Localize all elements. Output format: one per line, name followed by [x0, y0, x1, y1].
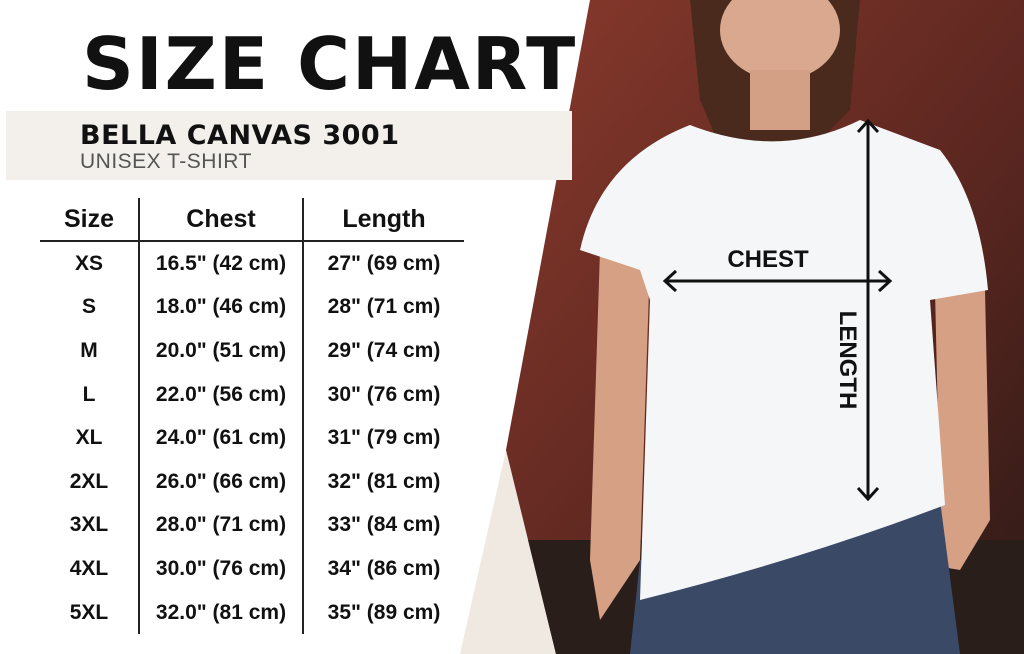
cell-chest: 24.0" (61 cm)	[139, 416, 304, 460]
size-table: Size Chest Length XS 16.5" (42 cm) 27" (69…	[40, 198, 464, 635]
chest-label: CHEST	[727, 246, 809, 273]
cell-size: S	[40, 285, 140, 330]
cell-size: L	[40, 372, 140, 417]
cell-length: 34" (86 cm)	[327, 556, 441, 580]
cell-length: 35" (89 cm)	[327, 600, 441, 624]
product-subtitle: UNISEX T-SHIRT	[80, 150, 252, 173]
cell-length: 32" (81 cm)	[327, 469, 441, 493]
cell-size: XL	[40, 416, 140, 460]
table-row: S 18.0" (46 cm) 28" (71 cm)	[40, 285, 464, 330]
table-row: 4XL 30.0" (76 cm) 34" (86 cm)	[40, 547, 464, 591]
table-row: XS 16.5" (42 cm) 27" (69 cm)	[40, 241, 464, 286]
table-row: 2XL 26.0" (66 cm) 32" (81 cm)	[40, 459, 464, 504]
cell-size: 3XL	[40, 503, 140, 548]
cell-chest: 16.5" (42 cm)	[139, 241, 304, 286]
jeans	[630, 500, 960, 654]
cell-length: 28" (71 cm)	[327, 295, 441, 319]
cell-size: 2XL	[40, 459, 140, 504]
length-arrow-icon	[856, 118, 880, 502]
cell-size: XS	[40, 241, 140, 286]
table-row: 3XL 28.0" (71 cm) 33" (84 cm)	[40, 503, 464, 548]
cell-chest: 18.0" (46 cm)	[139, 285, 304, 330]
length-label: LENGTH	[834, 311, 861, 410]
cell-chest: 32.0" (81 cm)	[139, 590, 304, 635]
face	[720, 0, 840, 80]
beige-corner	[460, 450, 556, 654]
cell-chest: 28.0" (71 cm)	[139, 503, 304, 548]
brand-band	[6, 111, 572, 180]
cell-length: 27" (69 cm)	[327, 251, 441, 275]
cell-chest: 22.0" (56 cm)	[139, 372, 304, 417]
t-shirt	[580, 120, 988, 600]
table-row: L 22.0" (56 cm) 30" (76 cm)	[40, 372, 464, 417]
chest-arrow-icon	[662, 269, 893, 293]
cell-length: 31" (79 cm)	[327, 426, 441, 450]
cell-length: 30" (76 cm)	[327, 382, 441, 406]
table-row: 5XL 32.0" (81 cm) 35" (89 cm)	[40, 590, 464, 635]
table-header: Size Chest Length	[40, 198, 464, 242]
arm-right	[900, 290, 990, 570]
brand-name: BELLA CANVAS 3001	[80, 120, 400, 151]
table-row: XL 24.0" (61 cm) 31" (79 cm)	[40, 416, 464, 460]
cell-chest: 26.0" (66 cm)	[139, 459, 304, 504]
table-row: M 20.0" (51 cm) 29" (74 cm)	[40, 329, 464, 373]
page-title: SIZE CHART	[82, 22, 578, 106]
cell-length: 29" (74 cm)	[327, 338, 441, 362]
cell-size: M	[40, 329, 140, 373]
header-length: Length	[303, 198, 464, 242]
header-chest: Chest	[139, 198, 304, 242]
cell-chest: 20.0" (51 cm)	[139, 329, 304, 373]
arm-left	[590, 250, 650, 620]
cell-chest: 30.0" (76 cm)	[139, 547, 304, 591]
header-size: Size	[40, 198, 140, 242]
cell-length: 33" (84 cm)	[327, 513, 441, 537]
cell-size: 5XL	[40, 590, 140, 635]
cell-size: 4XL	[40, 547, 140, 591]
